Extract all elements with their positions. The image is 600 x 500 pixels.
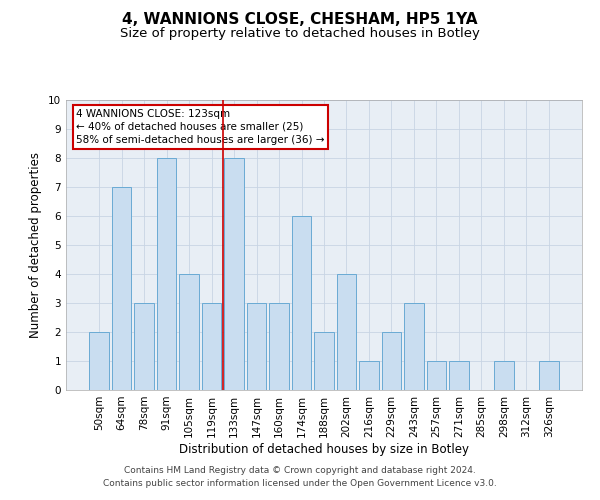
Bar <box>224 158 244 390</box>
Bar <box>292 216 311 390</box>
Bar <box>112 187 131 390</box>
Bar <box>89 332 109 390</box>
Text: Contains HM Land Registry data © Crown copyright and database right 2024.
Contai: Contains HM Land Registry data © Crown c… <box>103 466 497 487</box>
Bar <box>382 332 401 390</box>
Bar <box>202 303 221 390</box>
Bar <box>427 361 446 390</box>
Bar <box>539 361 559 390</box>
Bar <box>269 303 289 390</box>
X-axis label: Distribution of detached houses by size in Botley: Distribution of detached houses by size … <box>179 442 469 456</box>
Bar <box>247 303 266 390</box>
Bar <box>494 361 514 390</box>
Y-axis label: Number of detached properties: Number of detached properties <box>29 152 43 338</box>
Text: 4 WANNIONS CLOSE: 123sqm
← 40% of detached houses are smaller (25)
58% of semi-d: 4 WANNIONS CLOSE: 123sqm ← 40% of detach… <box>76 108 325 145</box>
Bar <box>404 303 424 390</box>
Bar <box>134 303 154 390</box>
Bar <box>449 361 469 390</box>
Bar <box>314 332 334 390</box>
Bar <box>179 274 199 390</box>
Text: 4, WANNIONS CLOSE, CHESHAM, HP5 1YA: 4, WANNIONS CLOSE, CHESHAM, HP5 1YA <box>122 12 478 28</box>
Bar <box>337 274 356 390</box>
Bar <box>359 361 379 390</box>
Bar <box>157 158 176 390</box>
Text: Size of property relative to detached houses in Botley: Size of property relative to detached ho… <box>120 28 480 40</box>
